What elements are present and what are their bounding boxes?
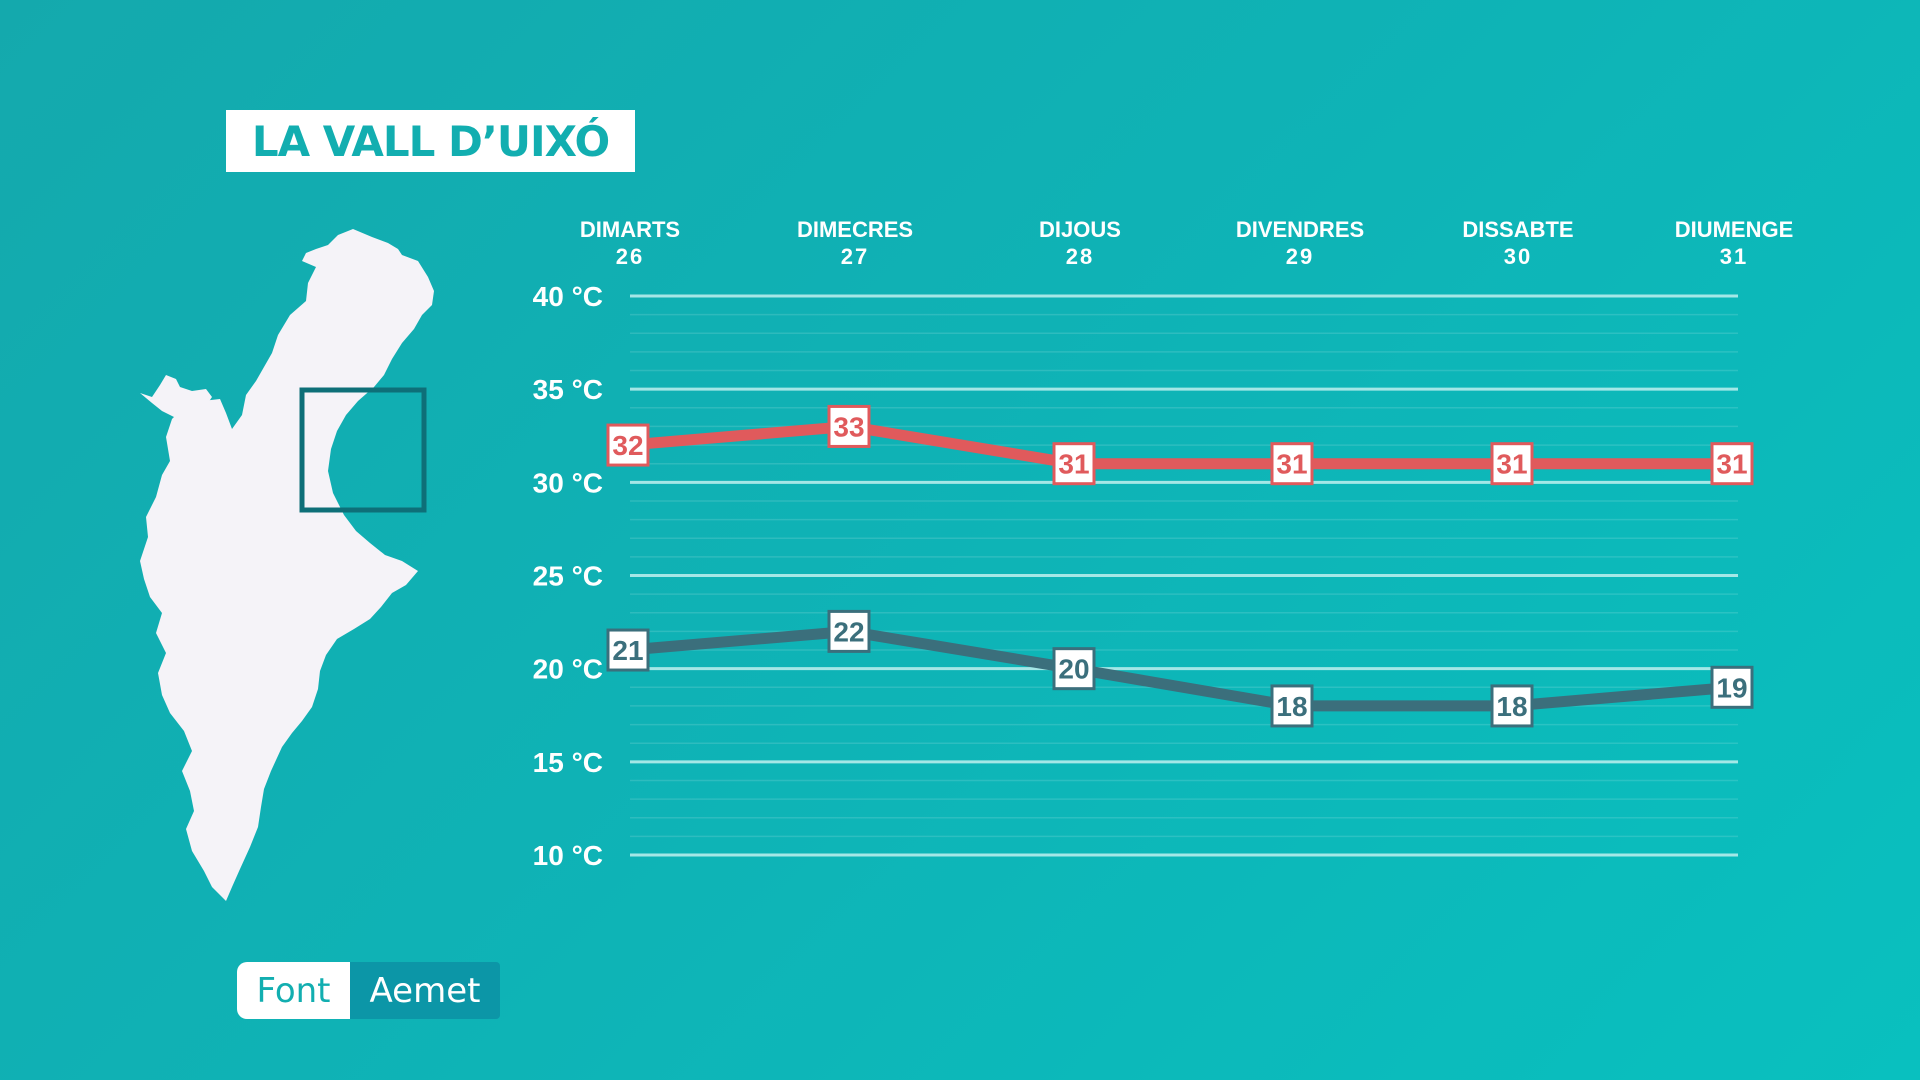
day-name: DIJOUS — [1039, 217, 1121, 242]
day-date: 29 — [1285, 244, 1315, 269]
data-label-box — [1052, 647, 1096, 691]
data-label-box — [1270, 442, 1314, 486]
data-label-box — [1490, 684, 1534, 728]
valencian-community-map-icon — [140, 229, 434, 901]
data-label-box — [827, 404, 871, 448]
y-tick-label: 30 °C — [533, 467, 603, 498]
source-label: Font — [237, 962, 350, 1019]
series-line-0 — [622, 420, 1738, 470]
data-label: 31 — [1276, 449, 1307, 480]
day-name: DIMARTS — [579, 217, 681, 242]
day-header: DIMECRES 27 — [755, 216, 955, 270]
day-name: DIVENDRES — [1235, 217, 1365, 242]
y-tick-label: 15 °C — [533, 747, 603, 778]
data-label-box — [1270, 684, 1314, 728]
y-tick-label: 25 °C — [533, 561, 603, 592]
day-header: DIVENDRES 29 — [1200, 216, 1400, 270]
data-label: 31 — [1058, 449, 1089, 480]
data-label-box — [1710, 442, 1754, 486]
day-header: DIJOUS 28 — [980, 216, 1180, 270]
day-header: DIUMENGE 31 — [1634, 216, 1834, 270]
y-tick-label: 20 °C — [533, 654, 603, 685]
data-label: 31 — [1716, 449, 1747, 480]
data-label: 32 — [612, 430, 643, 461]
data-label-box — [606, 423, 650, 467]
source-value: Aemet — [350, 962, 500, 1019]
location-highlight-box — [299, 387, 427, 513]
location-title-box: LA VALL D’UIXÓ — [226, 110, 635, 172]
data-label-box — [827, 609, 871, 653]
data-label-box — [1490, 442, 1534, 486]
island-shape — [140, 375, 212, 417]
series-line-1 — [622, 625, 1738, 712]
source-badge: Font Aemet — [237, 962, 500, 1019]
day-date: 28 — [1065, 244, 1095, 269]
data-label: 31 — [1496, 449, 1527, 480]
data-label: 18 — [1276, 691, 1307, 722]
day-name: DISSABTE — [1462, 217, 1574, 242]
data-label-box — [606, 628, 650, 672]
day-name: DIMECRES — [796, 217, 914, 242]
region-shape — [140, 229, 434, 901]
data-label: 20 — [1058, 654, 1089, 685]
data-label: 18 — [1496, 691, 1527, 722]
y-tick-label: 40 °C — [533, 281, 603, 312]
data-label: 22 — [833, 616, 864, 647]
data-label-box — [1052, 442, 1096, 486]
day-name: DIUMENGE — [1674, 217, 1794, 242]
location-title: LA VALL D’UIXÓ — [251, 116, 610, 166]
day-date: 26 — [615, 244, 645, 269]
day-header: DISSABTE 30 — [1418, 216, 1618, 270]
data-label: 19 — [1716, 672, 1747, 703]
day-date: 27 — [840, 244, 870, 269]
day-date: 30 — [1503, 244, 1533, 269]
y-tick-label: 35 °C — [533, 374, 603, 405]
day-header: DIMARTS 26 — [530, 216, 730, 270]
data-label-box — [1710, 665, 1754, 709]
data-label: 21 — [612, 635, 643, 666]
day-date: 31 — [1719, 244, 1749, 269]
data-label: 33 — [833, 411, 864, 442]
y-tick-label: 10 °C — [533, 840, 603, 871]
